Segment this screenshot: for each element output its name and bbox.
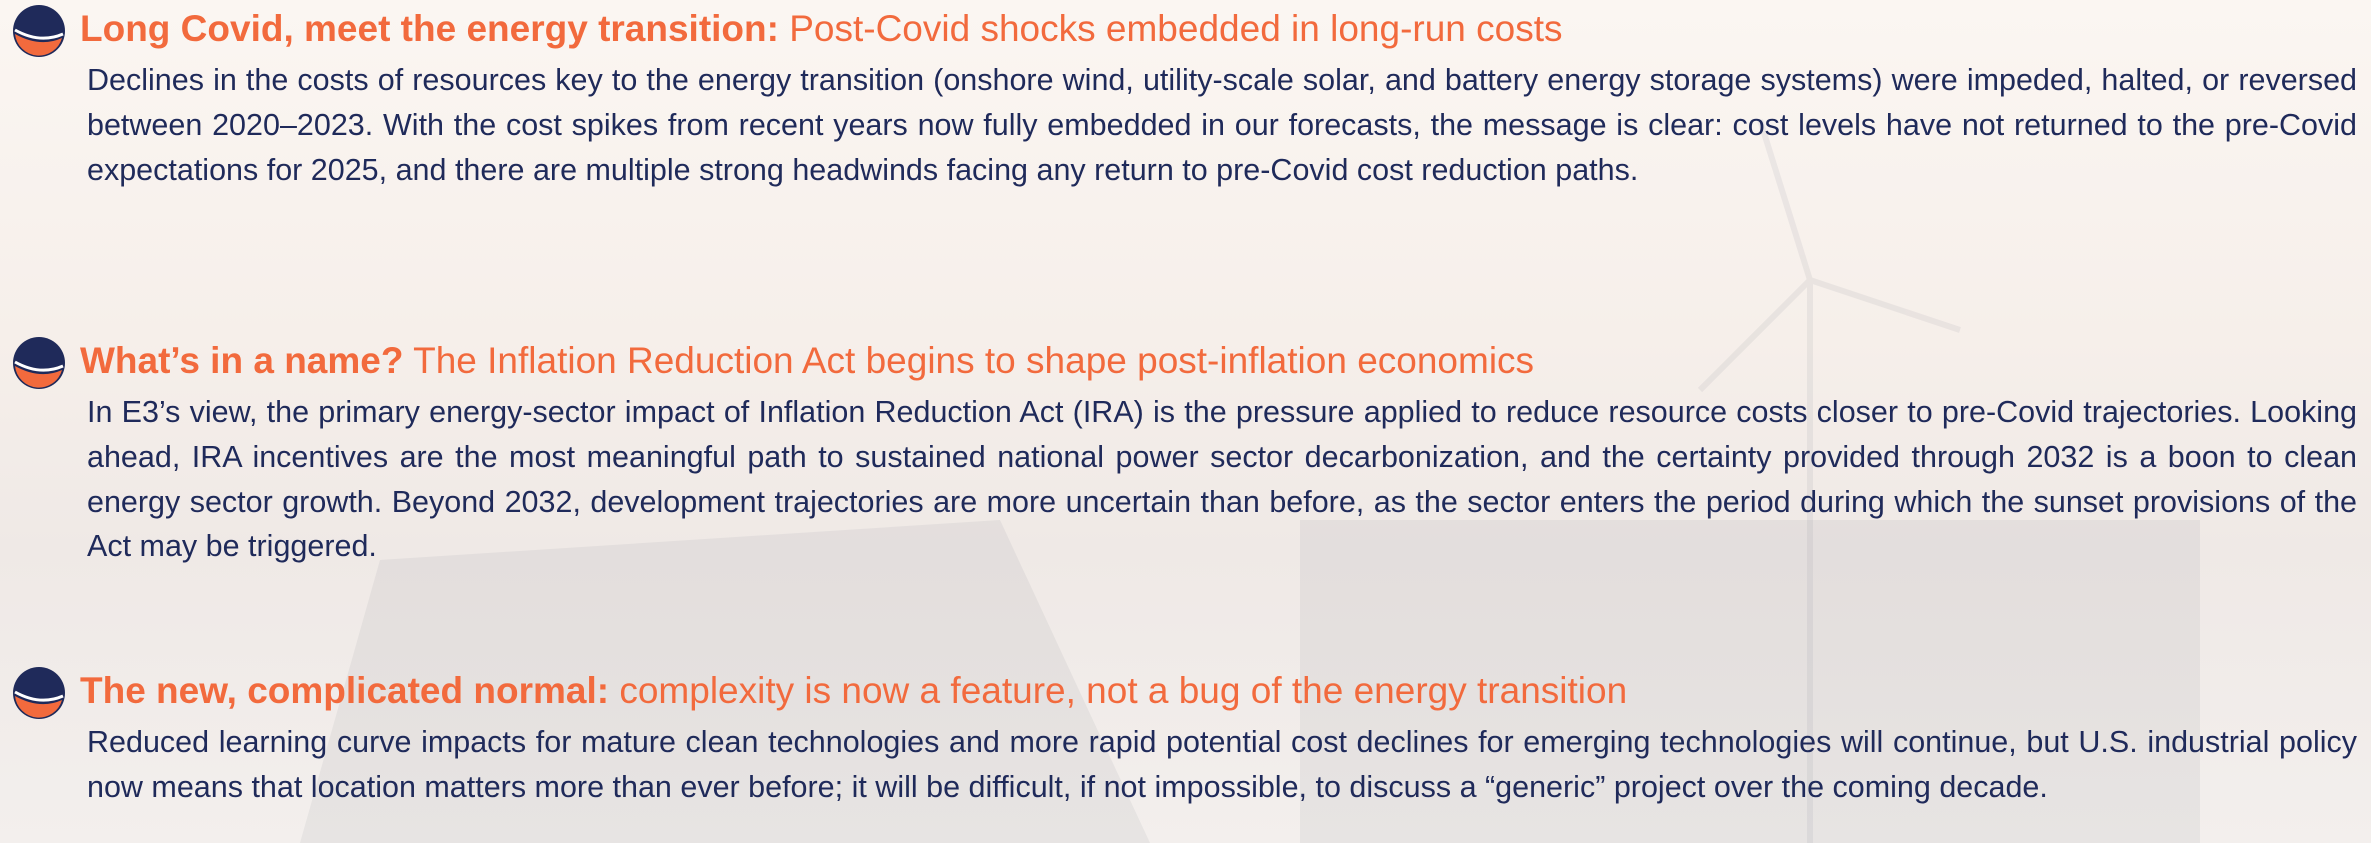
page: Long Covid, meet the energy transition: …: [0, 0, 2371, 843]
heading-bold: Long Covid, meet the energy transition:: [80, 8, 779, 49]
section-body: Reduced learning curve impacts for matur…: [87, 720, 2357, 810]
section-body: Declines in the costs of resources key t…: [87, 58, 2357, 192]
heading-rest: complexity is now a feature, not a bug o…: [619, 670, 1627, 711]
heading-bold: What’s in a name?: [80, 340, 403, 381]
section-icon: [12, 336, 66, 390]
section-body: In E3’s view, the primary energy-sector …: [87, 390, 2357, 569]
heading-rest: The Inflation Reduction Act begins to sh…: [413, 340, 1534, 381]
heading-rest: Post-Covid shocks embedded in long-run c…: [789, 8, 1562, 49]
section-icon: [12, 4, 66, 58]
heading-bold: The new, complicated normal:: [80, 670, 609, 711]
section-heading: Long Covid, meet the energy transition: …: [80, 8, 1563, 50]
section-heading: What’s in a name? The Inflation Reductio…: [80, 340, 1534, 382]
section-icon: [12, 666, 66, 720]
section-heading: The new, complicated normal: complexity …: [80, 670, 1627, 712]
